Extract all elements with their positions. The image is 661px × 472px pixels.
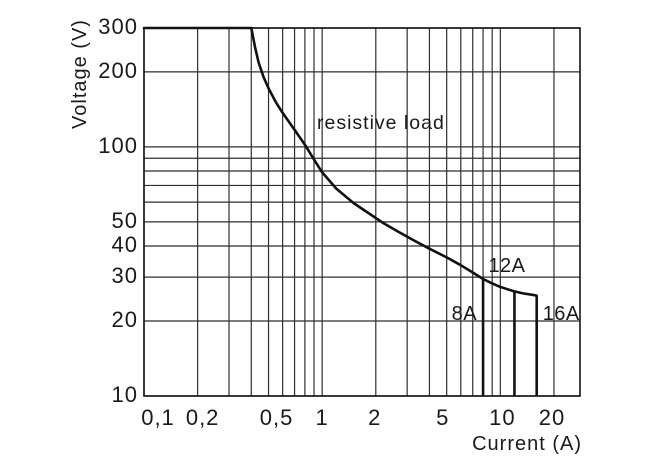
y-tick-20: 20 — [111, 307, 138, 332]
curve-annotation: resistive load — [317, 112, 445, 134]
x-tick-10: 10 — [489, 405, 516, 430]
x-tick-1: 1 — [315, 405, 329, 430]
plot-frame — [143, 27, 581, 397]
load-limit-curve — [142, 26, 538, 297]
y-tick-40: 40 — [111, 232, 138, 257]
y-tick-30: 30 — [111, 263, 138, 289]
rating-label-8a: 8A — [451, 303, 478, 325]
y-tick-300: 300 — [98, 14, 138, 39]
x-tick-2: 2 — [368, 405, 382, 430]
y-tick-100: 100 — [98, 132, 138, 158]
rating-label-12a: 12A — [488, 255, 526, 277]
y-tick-50: 50 — [111, 207, 138, 233]
y-tick-10: 10 — [111, 382, 138, 407]
x-axis-title: Current (A) — [472, 433, 582, 455]
x-tick-0,1: 0,1 — [141, 405, 175, 430]
x-tick-0,5: 0,5 — [259, 405, 294, 430]
x-tick-0,2: 0,2 — [185, 405, 220, 430]
y-tick-200: 200 — [98, 57, 138, 83]
x-tick-20: 20 — [538, 405, 566, 430]
rating-label-16a: 16A — [542, 303, 580, 325]
x-tick-5: 5 — [436, 405, 450, 430]
